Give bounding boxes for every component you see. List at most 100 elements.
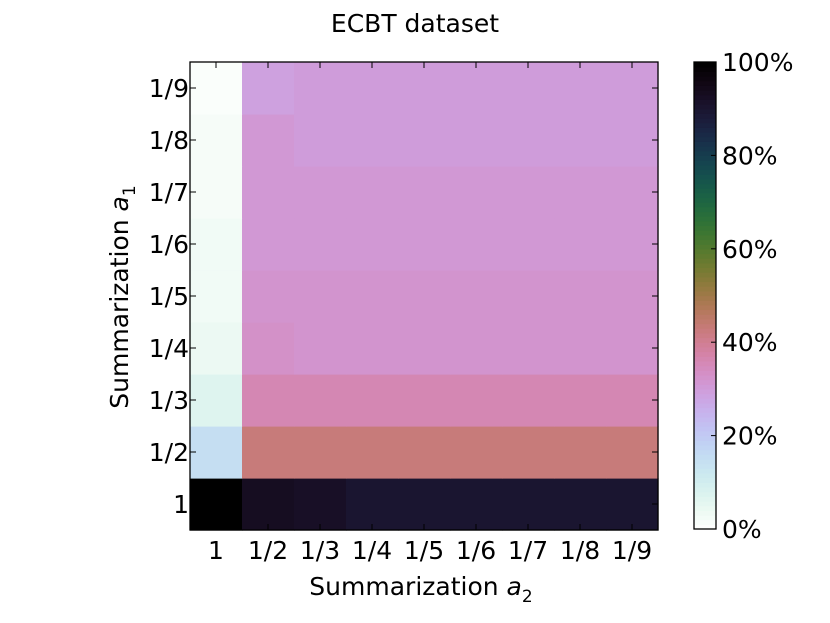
colorbar-segment (694, 94, 716, 100)
heatmap-cell (450, 270, 503, 323)
colorbar-segment (694, 477, 716, 483)
colorbar-segment (694, 272, 716, 278)
heatmap-cell (502, 270, 555, 323)
colorbar-segment (694, 332, 716, 339)
heatmap-cell (190, 114, 243, 167)
heatmap-cell (450, 218, 503, 271)
colorbar-tick-label: 0% (722, 515, 762, 544)
heatmap-cell (554, 270, 607, 323)
heatmap-cell (346, 218, 399, 271)
y-tick-label: 1/9 (149, 74, 189, 103)
heatmap-cell (606, 426, 659, 479)
colorbar-segment (694, 188, 716, 194)
heatmap-cell (398, 374, 451, 427)
heatmap-cell (242, 218, 295, 271)
x-tick-label: 1/4 (352, 536, 392, 565)
heatmap-cell (242, 270, 295, 323)
colorbar-segment (694, 169, 716, 175)
colorbar-segment (694, 416, 716, 423)
colorbar-tick-label: 80% (722, 141, 778, 170)
heatmap-cell (346, 374, 399, 427)
heatmap-cell (554, 478, 607, 531)
y-axis-label-sub: 1 (120, 185, 140, 196)
heatmap-cell (294, 114, 347, 167)
colorbar-segment (694, 122, 716, 128)
colorbar-segment (694, 174, 716, 180)
colorbar-segment (694, 500, 716, 507)
x-tick-label: 1 (208, 536, 224, 565)
colorbar-segment (694, 90, 716, 96)
heatmap-cell (554, 114, 607, 167)
colorbar-segment (694, 398, 716, 404)
colorbar-segment (694, 104, 716, 110)
y-tick-label: 1/3 (149, 386, 189, 415)
heatmap-cell (190, 374, 243, 427)
colorbar-frame (693, 61, 717, 530)
heatmap-cell (242, 374, 295, 427)
y-tick-label: 1/2 (149, 438, 189, 467)
colorbar-segment (694, 388, 716, 395)
heatmap-cell (502, 426, 555, 479)
heatmap-cell (242, 478, 295, 531)
y-tick-label: 1/6 (149, 230, 189, 259)
y-axis-label: Summarization a1 (105, 185, 140, 408)
colorbar-segment (694, 365, 716, 371)
colorbar-segment (694, 71, 716, 77)
x-tick-label: 1/5 (404, 536, 444, 565)
heatmap-cells (190, 62, 659, 531)
colorbar-segment (694, 435, 716, 441)
colorbar-segment (694, 468, 716, 474)
colorbar-segment (694, 342, 716, 348)
y-tick-label: 1/7 (149, 178, 189, 207)
colorbar-tick-label: 20% (722, 422, 778, 451)
colorbar-segment (694, 379, 716, 385)
colorbar-segment (694, 132, 716, 138)
colorbar-segment (694, 253, 716, 259)
colorbar-segment (694, 421, 716, 427)
y-axis-ticks: 1 1/2 1/3 1/4 1/5 1/6 1/7 1/8 1/9 (149, 74, 658, 519)
heatmap-cell (502, 218, 555, 271)
heatmap-cell (606, 270, 659, 323)
colorbar-segment (694, 309, 716, 315)
colorbar-segment (694, 234, 716, 241)
x-tick-label: 1/2 (248, 536, 288, 565)
colorbar-segment (694, 444, 716, 451)
heatmap-cell (502, 166, 555, 219)
colorbar-segment (694, 482, 716, 488)
heatmap-cell (554, 218, 607, 271)
x-tick-label: 1/6 (456, 536, 496, 565)
heatmap-cell (294, 166, 347, 219)
heatmap-cell (502, 478, 555, 531)
colorbar-segment (694, 276, 716, 283)
x-tick-label: 1/3 (300, 536, 340, 565)
heatmap-cell (294, 218, 347, 271)
colorbar-tick-label: 40% (722, 328, 778, 357)
colorbar-segment (694, 239, 716, 245)
colorbar-segment (694, 281, 716, 287)
colorbar: 0% 20% 40% 60% 80% 100% (693, 48, 793, 544)
colorbar-segment (694, 510, 716, 516)
heatmap-cell (502, 374, 555, 427)
heatmap-cell (242, 426, 295, 479)
heatmap-cell (346, 270, 399, 323)
heatmap-cell (450, 62, 503, 115)
colorbar-segment (694, 356, 716, 362)
colorbar-segment (694, 458, 716, 465)
colorbar-segment (694, 370, 716, 376)
heatmap-cell (346, 322, 399, 375)
heatmap-cell (398, 322, 451, 375)
heatmap-cell (346, 114, 399, 167)
colorbar-segment (694, 472, 716, 479)
colorbar-segment (694, 155, 716, 161)
heatmap-cell (242, 62, 295, 115)
heatmap-cell (502, 114, 555, 167)
heatmap-cell (450, 426, 503, 479)
heatmap-cell (346, 166, 399, 219)
colorbar-segment (694, 328, 716, 334)
x-axis-label: Summarization a2 (309, 572, 532, 607)
colorbar-segment (694, 62, 716, 68)
x-axis-label-sub: 2 (522, 587, 533, 607)
y-tick-label: 1 (173, 490, 189, 519)
heatmap-cell (190, 166, 243, 219)
colorbar-segment (694, 286, 716, 292)
